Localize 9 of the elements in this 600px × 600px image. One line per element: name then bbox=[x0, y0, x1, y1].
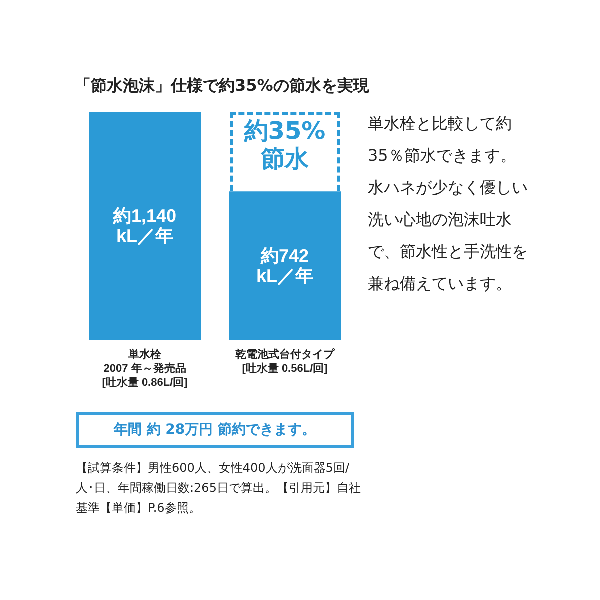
chart-title: 「節水泡沫」仕様で約35%の節水を実現 bbox=[75, 76, 370, 97]
text: 単水栓と比較して約35％節水できます。水ハネが少なく優しい洗い心地の泡沫吐水で、節水性と手洗性を兼ね備えています。 bbox=[368, 113, 528, 295]
text: 年間 約 28万円 節約できます。 bbox=[76, 412, 354, 448]
annotation: 約35% 節水 bbox=[230, 112, 340, 191]
text: 【試算条件】男性600人、女性400人が洗面器5回/人･日、年間稼働日数:265日で算出。【引用元】自社基準【単価】P.6参照。 bbox=[76, 460, 362, 517]
x-tick-label: 乾電池式台付タイプ [吐水量 0.56L/回] bbox=[236, 348, 336, 375]
data-label: 約1,140 kL／年 bbox=[112, 206, 177, 246]
x-tick-label: 単水栓 2007 年～発売品 [吐水量 0.86L/回] bbox=[102, 348, 188, 389]
data-label: 約742 kL／年 bbox=[256, 246, 314, 286]
